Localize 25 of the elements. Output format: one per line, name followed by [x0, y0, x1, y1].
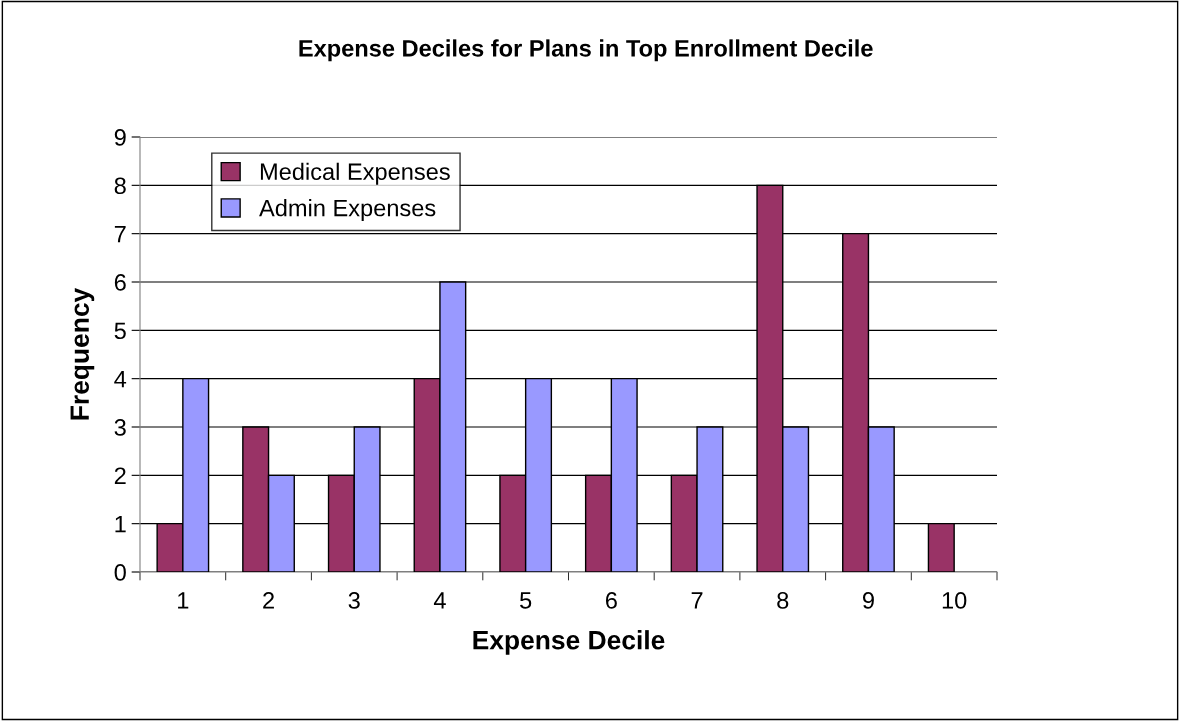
x-tick-label: 6: [605, 592, 617, 609]
y-tick-label: 6: [114, 274, 126, 291]
x-tick-label: 1: [178, 592, 189, 609]
y-tick-label: 7: [114, 225, 126, 243]
y-axis-title: Frequency: [70, 287, 95, 420]
x-tick-label: 10: [942, 592, 967, 609]
y-tick-label: 0: [114, 564, 126, 581]
y-tick-label: 1: [115, 515, 126, 533]
x-tick-label: 7: [691, 592, 703, 609]
x-tick-label: 2: [263, 592, 274, 609]
y-tick-label: 8: [114, 177, 126, 195]
y-tick-label: 3: [114, 419, 126, 436]
x-tick-label: 5: [520, 592, 532, 609]
y-tick-label: 2: [114, 467, 126, 484]
x-axis-title: Expense Decile: [473, 630, 665, 655]
x-tick-label: 3: [348, 592, 360, 609]
x-tick-label: 9: [862, 592, 874, 609]
legend-label: Medical Expenses: [260, 162, 450, 185]
y-tick-label: 4: [114, 370, 127, 388]
y-tick-label: 9: [114, 129, 126, 146]
legend-label: Admin Expenses: [259, 199, 436, 222]
x-tick-label: 4: [433, 592, 446, 609]
y-tick-label: 5: [114, 322, 126, 340]
chart-title: Expense Deciles for Plans in Top Enrollment Decile: [299, 39, 873, 62]
x-tick-label: 8: [777, 592, 789, 609]
